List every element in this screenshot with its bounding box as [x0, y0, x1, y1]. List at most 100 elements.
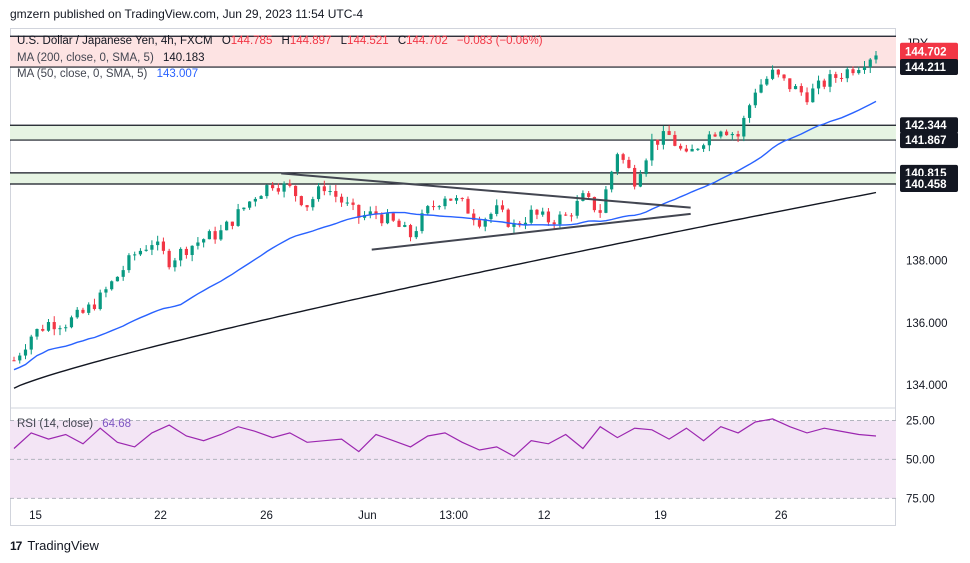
- candle-body: [828, 74, 832, 87]
- candle-body: [397, 220, 401, 227]
- rsi-tick-label: 25.00: [906, 415, 935, 427]
- candle-body: [759, 84, 763, 93]
- candle-body: [776, 69, 780, 75]
- candle-body: [644, 160, 648, 175]
- candle-body: [46, 322, 51, 331]
- candle-body: [253, 198, 257, 202]
- ma50-value: 143.007: [156, 68, 199, 80]
- candle-body: [541, 211, 545, 215]
- candle-body: [724, 131, 729, 136]
- support-zone-lower: [10, 172, 896, 184]
- open-label: O: [221, 35, 231, 47]
- rsi-value: 64.68: [102, 418, 132, 430]
- candle-body: [242, 207, 246, 210]
- triangle-upper-trendline: [281, 172, 691, 209]
- candle-body: [454, 197, 459, 201]
- candle-body: [575, 200, 579, 216]
- candle-body: [391, 213, 395, 221]
- candle-body: [426, 206, 430, 214]
- candle-body: [345, 202, 349, 204]
- candle-body: [834, 74, 838, 78]
- candle-body: [443, 198, 447, 207]
- candle-body: [293, 185, 298, 197]
- candle-body: [650, 139, 654, 161]
- time-label: 26: [775, 510, 788, 522]
- candle-body: [742, 117, 746, 137]
- candle-body: [558, 214, 562, 225]
- candle-body: [23, 349, 28, 356]
- candle-body: [437, 206, 441, 208]
- candle-body: [408, 225, 413, 238]
- candle-body: [179, 248, 183, 261]
- candle-body: [730, 134, 734, 136]
- candle-body: [156, 241, 160, 246]
- candle-body: [816, 80, 821, 89]
- price-tick-label: 136.000: [906, 318, 948, 330]
- candle-body: [477, 220, 482, 227]
- candle-body: [351, 202, 355, 205]
- candle-body: [851, 69, 855, 74]
- candle-body: [265, 185, 269, 197]
- change-value: −0.083 (−0.06%): [456, 35, 543, 47]
- candle-body: [753, 92, 757, 106]
- candle-body: [460, 197, 464, 199]
- candle-body: [615, 154, 619, 172]
- rsi-legend[interactable]: RSI (14, close) 64.68: [17, 418, 131, 430]
- candle-body: [874, 55, 878, 60]
- candle-body: [466, 198, 470, 214]
- candle-body: [638, 174, 642, 187]
- candle-body: [621, 154, 625, 160]
- symbol-legend[interactable]: U.S. Dollar / Japanese Yen, 4h, FXCM O14…: [17, 35, 543, 47]
- candle-body: [328, 190, 332, 192]
- candle-body: [368, 211, 372, 216]
- candle-body: [822, 80, 826, 87]
- candle-body: [339, 196, 344, 203]
- rsi-tick-label: 75.00: [906, 493, 935, 505]
- candle-body: [770, 69, 775, 79]
- candle-body: [414, 231, 418, 238]
- candle-body: [782, 74, 786, 79]
- candle-body: [679, 145, 683, 149]
- candle-body: [316, 186, 321, 200]
- candle-body: [788, 78, 792, 90]
- candle-body: [765, 78, 769, 85]
- candle-body: [288, 183, 292, 186]
- candle-body: [512, 223, 516, 227]
- candle-body: [799, 86, 803, 93]
- candle-body: [18, 355, 22, 361]
- open-value: 144.785: [230, 35, 273, 47]
- ma200-legend[interactable]: MA (200, close, 0, SMA, 5) 140.183: [17, 52, 205, 64]
- rsi-tick-label: 50.00: [906, 454, 935, 466]
- candle-body: [276, 188, 280, 192]
- rsi-line: [13, 418, 877, 458]
- candle-body: [667, 131, 671, 135]
- candle-body: [569, 215, 574, 217]
- candle-body: [661, 131, 665, 145]
- level-tag-label: 144.211: [905, 62, 947, 74]
- candle-body: [598, 210, 602, 213]
- candle-body: [862, 67, 867, 71]
- candle-body: [673, 134, 677, 146]
- candle-body: [374, 211, 378, 215]
- candle-body: [385, 213, 390, 224]
- level-tag: [900, 117, 958, 134]
- candle-body: [282, 183, 286, 192]
- candle-body: [489, 213, 493, 220]
- price-tick-label: 134.000: [906, 380, 948, 392]
- candle-body: [719, 131, 723, 137]
- candle-body: [811, 88, 815, 103]
- ma50-label: MA (50, close, 0, SMA, 5): [17, 68, 148, 80]
- candle-body: [207, 231, 211, 240]
- ma200-label: MA (200, close, 0, SMA, 5): [17, 52, 154, 64]
- candle-body: [127, 255, 131, 271]
- candle-body: [92, 304, 97, 310]
- candle-body: [656, 139, 660, 145]
- symbol-name: U.S. Dollar / Japanese Yen, 4h, FXCM: [17, 35, 213, 47]
- candle-body: [702, 145, 706, 149]
- ma50-legend[interactable]: MA (50, close, 0, SMA, 5) 143.007: [17, 68, 198, 80]
- candle-body: [236, 209, 240, 226]
- candle-body: [857, 70, 861, 74]
- footer: 17 TradingView: [10, 538, 99, 553]
- candle-body: [69, 317, 74, 328]
